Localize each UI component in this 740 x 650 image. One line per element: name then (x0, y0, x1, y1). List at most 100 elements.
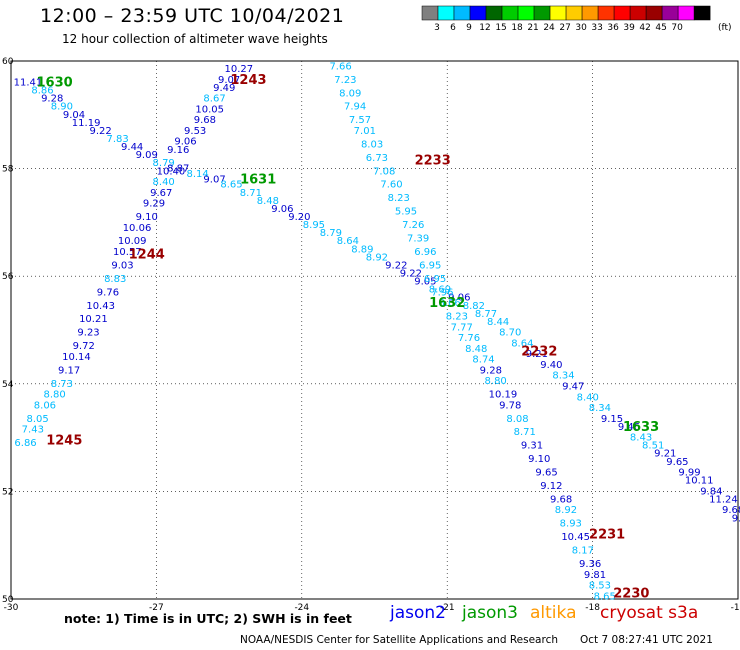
colorbar-legend: 3 6 9 12 15 18 21 24 27 30 33 36 39 42 45 70 (ft) (421, 5, 732, 33)
wave-height-point: 7.01 (354, 126, 376, 137)
wave-height-point: 8.23 (446, 312, 468, 323)
wave-height-point: 9.28 (41, 94, 63, 105)
wave-height-point: 8.71 (514, 427, 536, 438)
wave-height-point: 7.43 (22, 425, 44, 436)
colorbar-label: 18 (511, 23, 523, 33)
wave-height-point: 9.76 (97, 287, 119, 298)
wave-height-point: 9.06 (271, 204, 293, 215)
wave-height-point: 9.84 (700, 486, 722, 497)
pass-time-label: 1632 (429, 296, 465, 311)
wave-height-point: 9.04 (63, 110, 85, 121)
wave-height-point: 9.65 (535, 468, 557, 479)
wave-height-point: 9.12 (540, 481, 562, 492)
x-tick-label: -30 (4, 603, 19, 613)
x-tick-label: -18 (585, 603, 600, 613)
wave-height-point: 8.79 (320, 228, 342, 239)
x-tick-label: -15 (731, 603, 740, 613)
wave-height-point: 10.43 (86, 301, 115, 312)
wave-height-point: 8.73 (51, 379, 73, 390)
wave-height-point: 9.10 (528, 454, 550, 465)
x-tick-label: -24 (294, 603, 309, 613)
colorbar-swatch (693, 5, 711, 21)
wave-height-point: 8.89 (351, 244, 373, 255)
wave-height-point: 9.22 (90, 126, 112, 137)
wave-height-point: 5.95 (395, 207, 417, 218)
wave-height-point: 9.83 (732, 513, 740, 524)
colorbar-label: 70 (671, 23, 683, 33)
wave-height-point: 11.19 (72, 118, 101, 129)
wave-height-point: 7.57 (349, 115, 371, 126)
chart-title: 12:00 – 23:59 UTC 10/04/2021 (40, 5, 345, 27)
wave-height-point: 10.40 (157, 166, 186, 177)
footer-note: note: 1) Time is in UTC; 2) SWH is in fe… (64, 611, 352, 626)
pass-time-label: 2233 (415, 154, 451, 169)
wave-height-point: 8.51 (642, 441, 664, 452)
wave-height-point: 7.23 (334, 75, 356, 86)
pass-time-label: 1630 (37, 76, 73, 91)
pass-time-label: 1245 (46, 433, 82, 448)
colorbar-label: 39 (623, 23, 635, 33)
wave-height-point: 9.46 (618, 422, 640, 433)
pass-time-label: 1244 (129, 248, 165, 263)
wave-height-point: 9.68 (722, 505, 740, 516)
wave-height-point: 8.05 (27, 414, 49, 425)
wave-height-point: 8.40 (153, 177, 175, 188)
wave-height-point: 8.34 (589, 403, 611, 414)
wave-height-point: 10.27 (224, 64, 253, 75)
legend-jason2: jason2 (390, 603, 446, 623)
wave-height-point: 9.53 (184, 126, 206, 137)
wave-height-point: 7.08 (373, 166, 395, 177)
wave-height-point: 11.41 (14, 78, 43, 89)
wave-height-point: 9.22 (400, 269, 422, 280)
wave-height-point: 11.24 (709, 494, 738, 505)
pass-time-label: 1243 (230, 73, 266, 88)
wave-height-point: 9.16 (167, 145, 189, 156)
wave-height-point: 7.76 (458, 333, 480, 344)
wave-height-point: 8.69 (429, 285, 451, 296)
wave-height-point: 10.21 (79, 314, 108, 325)
y-tick-label: 56 (2, 272, 14, 282)
wave-height-point: 8.80 (485, 376, 507, 387)
wave-height-point: 8.43 (630, 433, 652, 444)
colorbar-label: 15 (495, 23, 506, 33)
wave-height-point: 9.72 (73, 341, 95, 352)
y-tick-label: 50 (2, 595, 14, 605)
colorbar-label: 21 (527, 23, 538, 33)
wave-height-point: 10.11 (685, 476, 714, 487)
pass-time-label: 2230 (613, 587, 649, 602)
wave-height-point: 9.78 (499, 400, 521, 411)
wave-height-point: 9.09 (136, 150, 158, 161)
wave-height-point: 9.05 (414, 277, 436, 288)
wave-height-point: 7.66 (329, 61, 351, 72)
wave-height-point: 8.87 (167, 164, 189, 175)
pass-time-label: 1633 (623, 420, 659, 435)
wave-height-point: 8.92 (555, 505, 577, 516)
colorbar-unit: (ft) (718, 23, 732, 33)
wave-height-point: 9.10 (136, 212, 158, 223)
wave-height-point: 10.06 (123, 223, 152, 234)
wave-height-point: 7.96 (431, 287, 453, 298)
colorbar-label: 24 (543, 23, 555, 33)
wave-height-point: 8.83 (104, 274, 126, 285)
wave-height-point: 7.60 (380, 180, 402, 191)
wave-height-point: 6.95 (419, 260, 441, 271)
wave-height-point: 9.29 (143, 199, 165, 210)
wave-height-point: 8.23 (388, 193, 410, 204)
wave-height-point: 8.53 (589, 581, 611, 592)
wave-height-point: 10.57 (113, 247, 142, 258)
pass-time-label: 2231 (589, 527, 625, 542)
wave-height-point: 8.65 (594, 591, 616, 602)
wave-height-point: 9.44 (121, 142, 143, 153)
y-tick-label: 60 (2, 57, 14, 67)
wave-height-point: 9.21 (526, 349, 548, 360)
pass-time-label: 1631 (240, 172, 276, 187)
colorbar-label: 27 (559, 23, 570, 33)
wave-height-point: 9.06 (174, 137, 196, 148)
wave-height-point: 10.05 (195, 104, 224, 115)
wave-height-point: 8.66 (438, 298, 460, 309)
wave-height-point: 9.07 (203, 174, 225, 185)
wave-height-point: 9.49 (213, 83, 235, 94)
wave-height-point: 8.71 (240, 188, 262, 199)
wave-height-point: 9.68 (194, 115, 216, 126)
